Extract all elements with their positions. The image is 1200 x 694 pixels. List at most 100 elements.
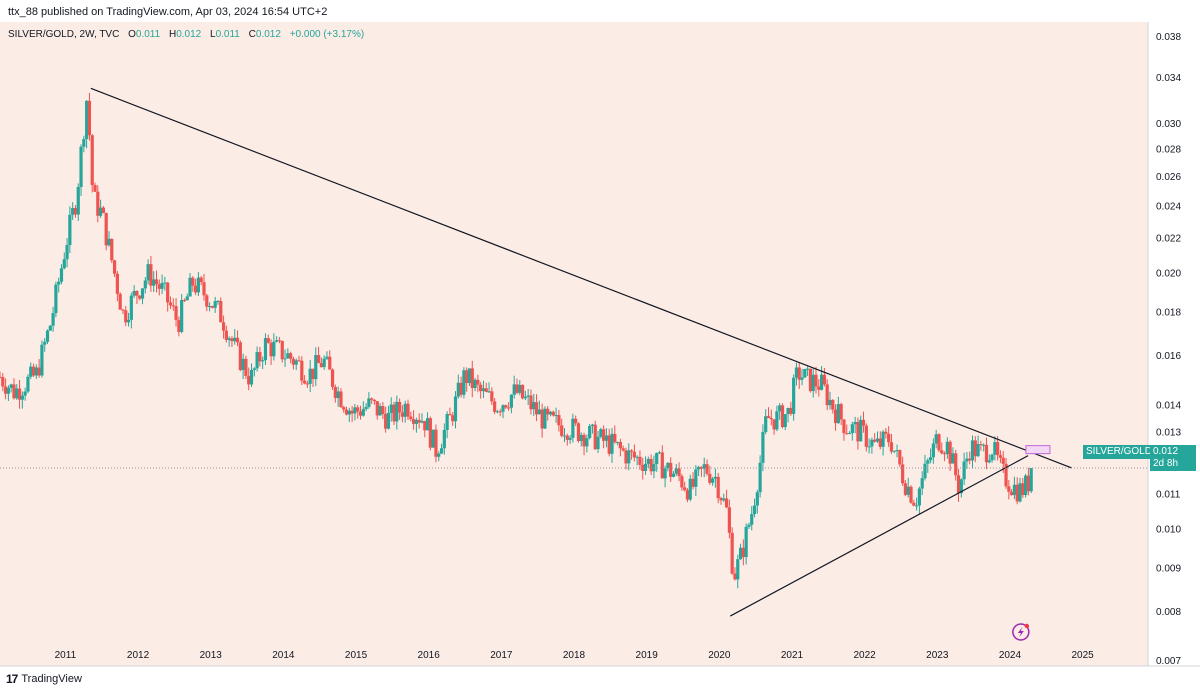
candle-body [367,398,371,407]
candle-body [65,245,69,260]
candle-body [881,431,885,447]
change-value: +0.000 (+3.17%) [289,29,365,40]
candle-body [937,434,941,451]
candle-body [207,306,212,308]
candle-body [515,384,519,393]
candle-body [118,293,122,310]
candle-body [325,356,329,359]
candle-body [959,479,963,494]
candle-body [987,460,991,463]
candle-body [744,526,748,558]
candle-body [588,425,592,439]
candle-body [778,405,782,412]
candle-body [235,337,240,343]
candle-body [138,295,142,299]
candle-body [40,344,44,376]
candle-body [764,416,768,433]
candle-body [557,415,561,426]
candle-body [305,383,310,385]
y-tick-label: 0.008 [1156,607,1181,618]
candle-body [303,380,307,384]
candle-body [688,478,692,500]
x-tick-label: 2019 [636,650,659,661]
candle-body [166,282,170,303]
candle-body [439,448,444,454]
candle-body [358,411,363,416]
candle-body [286,353,290,359]
candle-body [314,355,318,380]
candle-body [887,433,891,443]
candle-body [954,453,958,476]
close-value: 0.012 [255,29,281,40]
candle-body [146,264,150,281]
trendline [729,455,1029,617]
candle-body [976,444,980,457]
candle-body [333,386,337,399]
high-label: H [168,29,177,40]
chart-plot-area[interactable] [0,22,1148,666]
y-tick-label: 0.026 [1156,172,1181,183]
last-price-value: 0.012 [1153,446,1179,457]
candle-body [789,407,793,414]
candle-body [806,368,810,370]
candle-body [185,296,189,301]
candle-body [727,507,731,533]
candle-body [6,387,10,394]
candle-body [487,391,491,393]
candle-body [724,498,729,508]
candle-body [182,300,187,302]
y-tick-label: 0.016 [1156,351,1181,362]
candle-body [467,368,472,384]
candle-body [920,478,924,489]
candle-body [928,457,933,461]
candle-body [277,340,282,342]
x-tick-label: 2025 [1071,650,1094,661]
candle-body [328,356,332,370]
candle-body [87,100,92,136]
candle-body [126,319,131,323]
candle-body [451,415,455,422]
close-label: C [248,29,256,40]
candle-body [227,338,231,340]
symbol-label: SILVER/GOLD, 2W, TVC [8,29,120,40]
candle-body [856,422,860,442]
candle-body [68,214,72,246]
candle-body [85,100,89,140]
candle-body [9,384,13,388]
candle-body [498,411,502,413]
candle-body [501,405,505,412]
y-tick-label: 0.038 [1156,32,1181,43]
candle-body [73,208,78,215]
candle-body [540,409,544,429]
candle-body [518,384,522,393]
candle-body [596,436,600,450]
candle-body [121,309,125,311]
candle-body [23,391,27,396]
candle-body [29,366,33,377]
x-tick-label: 2014 [272,650,295,661]
candle-body [646,458,650,464]
candle-body [425,418,430,431]
candle-body [574,418,578,424]
candle-body [160,282,164,289]
candle-body [219,300,223,323]
candle-body [699,466,704,469]
candle-body [1026,475,1030,492]
candle-body [330,369,335,387]
candle-body [381,406,385,415]
candle-body [604,435,609,441]
candle-body [1023,475,1028,496]
candle-body [833,409,838,424]
candle-body [582,434,586,447]
y-tick-label: 0.022 [1156,234,1181,245]
candle-body [509,394,514,408]
candle-body [311,368,315,380]
candle-body [705,464,709,474]
candle-body [711,478,715,483]
candle-body [903,483,908,495]
candle-body [20,395,24,400]
candle-body [297,360,301,362]
candle-body [819,374,824,390]
candle-body [484,388,488,392]
